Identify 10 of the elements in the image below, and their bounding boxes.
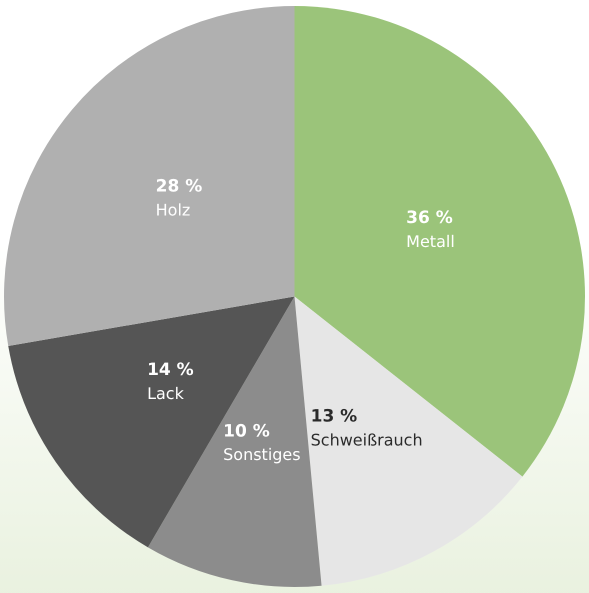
slice-label: Schweißrauch xyxy=(310,430,423,450)
slice-label: Sonstiges xyxy=(223,445,301,464)
data-label: 28 % xyxy=(156,176,202,197)
data-label: 36 % xyxy=(406,208,453,228)
data-label: 10 % xyxy=(223,421,270,442)
slice-label: Metall xyxy=(406,232,455,251)
data-label: 14 % xyxy=(147,360,194,380)
slice-label: Holz xyxy=(156,200,190,220)
data-label: 13 % xyxy=(310,406,358,427)
slice-label: Lack xyxy=(147,384,185,403)
